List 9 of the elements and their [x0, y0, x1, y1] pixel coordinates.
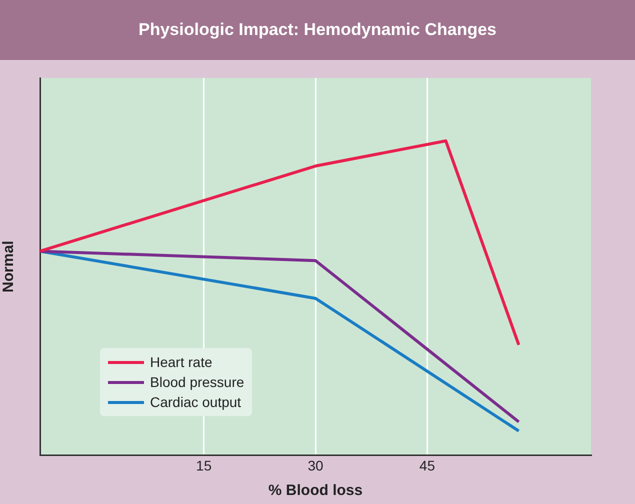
x-tick-label: 45 — [419, 457, 436, 474]
legend-label: Cardiac output — [150, 394, 242, 410]
chart-title: Physiologic Impact: Hemodynamic Changes — [0, 0, 635, 60]
y-axis-title: Normal — [0, 240, 18, 292]
legend-label: Blood pressure — [150, 374, 244, 390]
legend-label: Heart rate — [150, 354, 212, 370]
x-tick-label: 30 — [308, 457, 324, 474]
x-tick-label: 15 — [196, 457, 212, 474]
x-axis-title: % Blood loss — [268, 482, 363, 500]
